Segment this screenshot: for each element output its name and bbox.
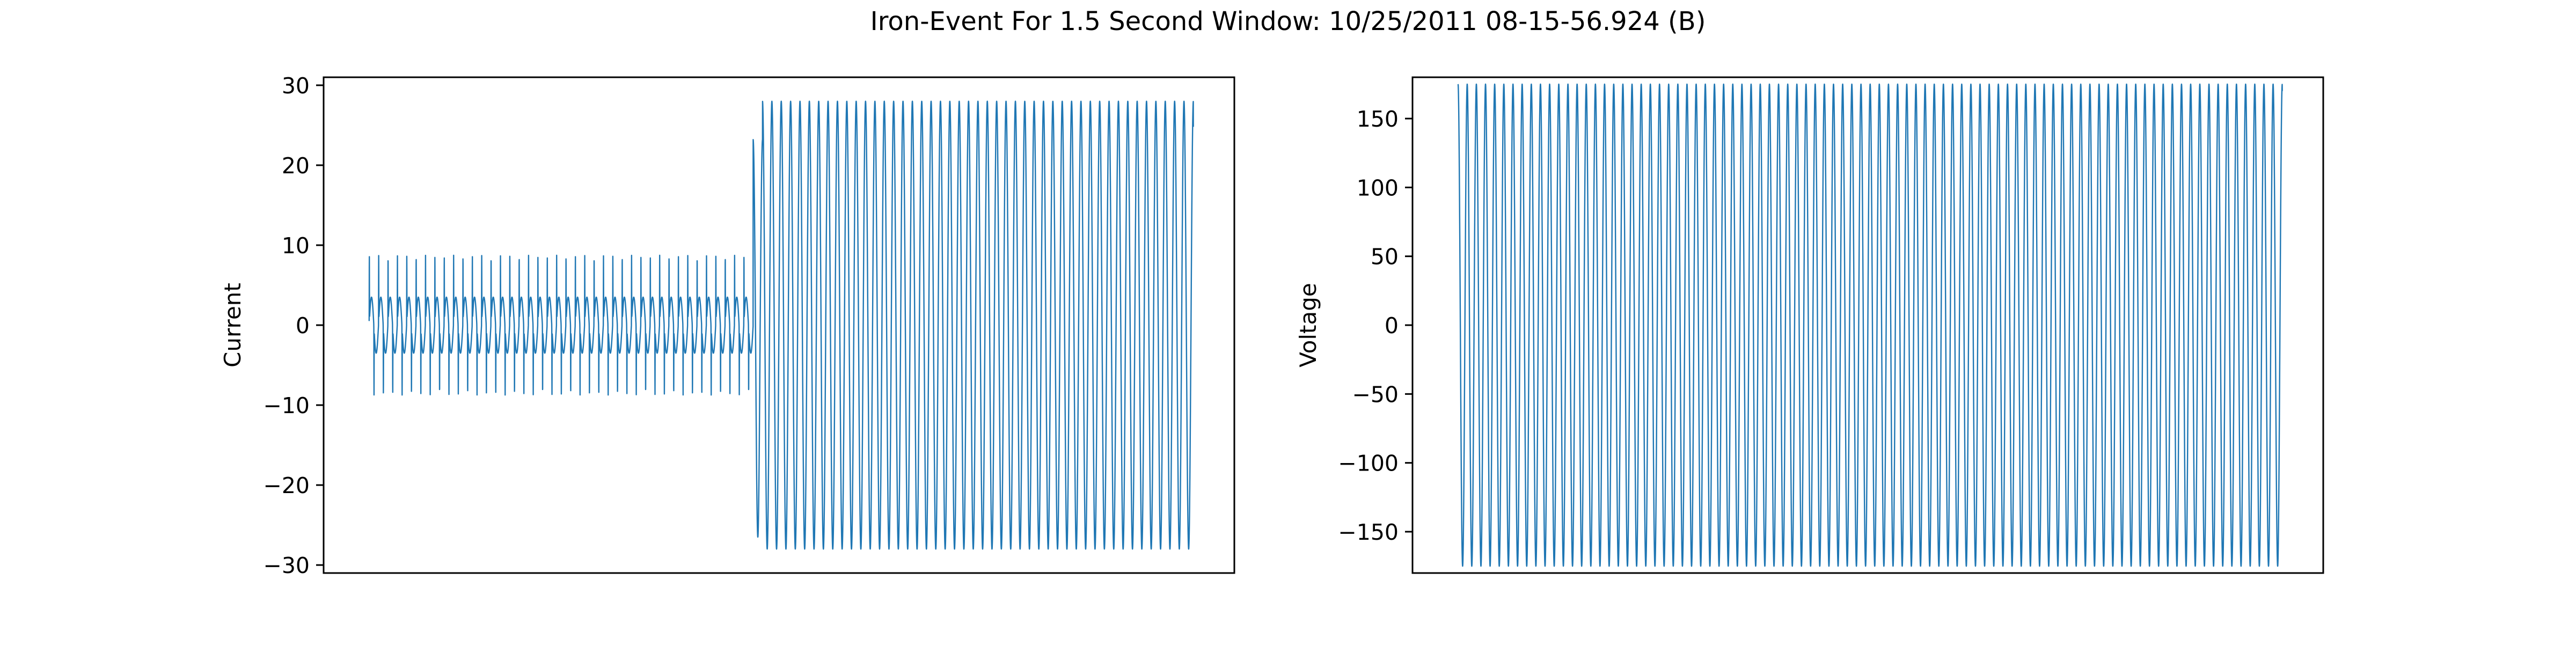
current-ytick-label: 10	[282, 233, 310, 259]
current-subplot: −30 −20 −10 0 10 20 30 Current	[219, 73, 1235, 578]
current-ytick-label: 0	[296, 313, 310, 339]
voltage-ytick-label: −100	[1338, 451, 1399, 476]
current-ylabel: Current	[219, 283, 246, 368]
current-ytick-label: 30	[282, 73, 310, 99]
voltage-ytick-label: −50	[1352, 381, 1399, 407]
figure-title: Iron-Event For 1.5 Second Window: 10/25/…	[870, 6, 1706, 36]
current-series-line	[368, 100, 1194, 550]
current-ytick-label: −30	[263, 553, 310, 578]
voltage-ytick-label: −150	[1338, 519, 1399, 545]
current-ytick-label: −10	[263, 393, 310, 419]
voltage-ytick-label: 0	[1385, 313, 1399, 339]
voltage-subplot: −150 −100 −50 0 50 100 150 Voltage	[1295, 76, 2324, 574]
voltage-series-line	[1457, 83, 2283, 567]
current-ytick-label: −20	[263, 473, 310, 498]
voltage-ytick-label: 150	[1357, 106, 1399, 132]
current-ytick-label: 20	[282, 153, 310, 179]
voltage-ytick-label: 100	[1357, 175, 1399, 201]
voltage-ytick-label: 50	[1371, 244, 1399, 270]
voltage-ylabel: Voltage	[1295, 283, 1321, 368]
